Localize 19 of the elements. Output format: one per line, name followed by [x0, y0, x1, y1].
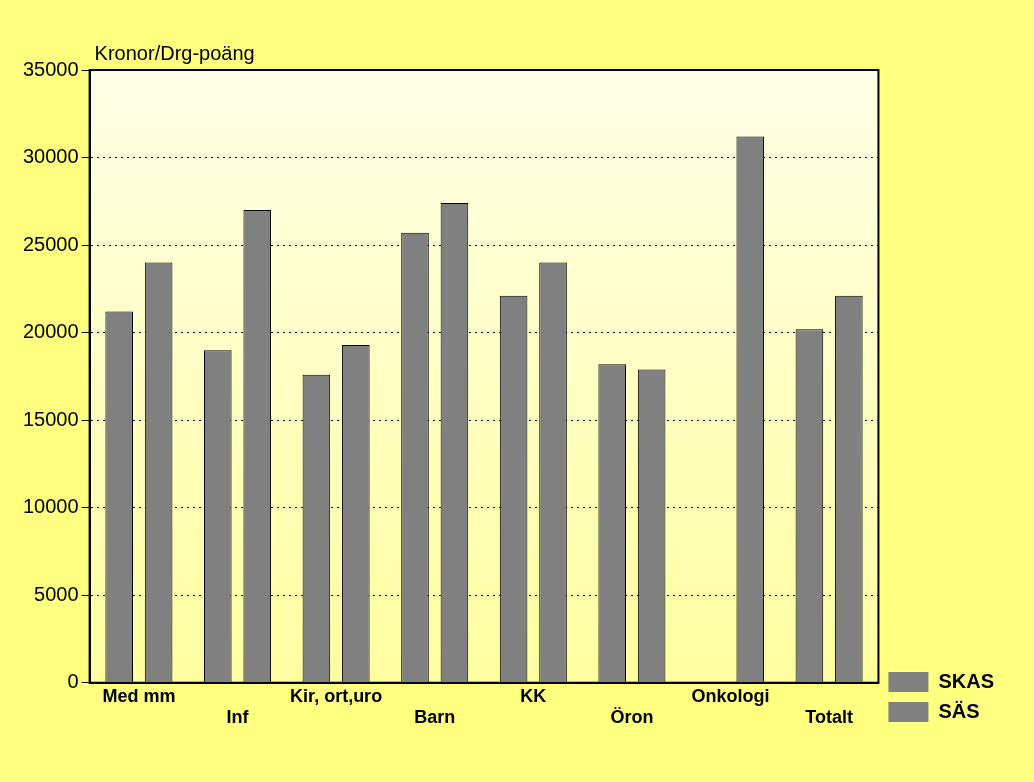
- x-tick-label: Inf: [226, 707, 250, 728]
- y-tick-label: 5000: [34, 582, 79, 605]
- x-tick-label: KK: [520, 685, 547, 706]
- y-tick-label: 10000: [22, 495, 79, 518]
- legend-label: SÄS: [938, 699, 980, 722]
- x-tick-label: Med mm: [102, 685, 176, 706]
- y-tick-label: 35000: [22, 57, 79, 80]
- y-tick-label: 20000: [22, 320, 79, 343]
- x-tick-label: Onkologi: [691, 685, 770, 706]
- x-tick-label: Totalt: [805, 707, 853, 728]
- x-tick-label: Barn: [414, 707, 456, 728]
- y-tick-label: 30000: [22, 145, 79, 168]
- legend-label: SKAS: [938, 669, 995, 692]
- y-axis-title: Kronor/Drg-poäng: [94, 41, 255, 64]
- y-tick-label: 15000: [22, 407, 79, 430]
- x-tick-label: Kir, ort,uro: [290, 685, 383, 706]
- x-tick-label: Öron: [610, 707, 654, 728]
- y-tick-label: 0: [67, 670, 79, 693]
- y-tick-label: 25000: [22, 232, 79, 255]
